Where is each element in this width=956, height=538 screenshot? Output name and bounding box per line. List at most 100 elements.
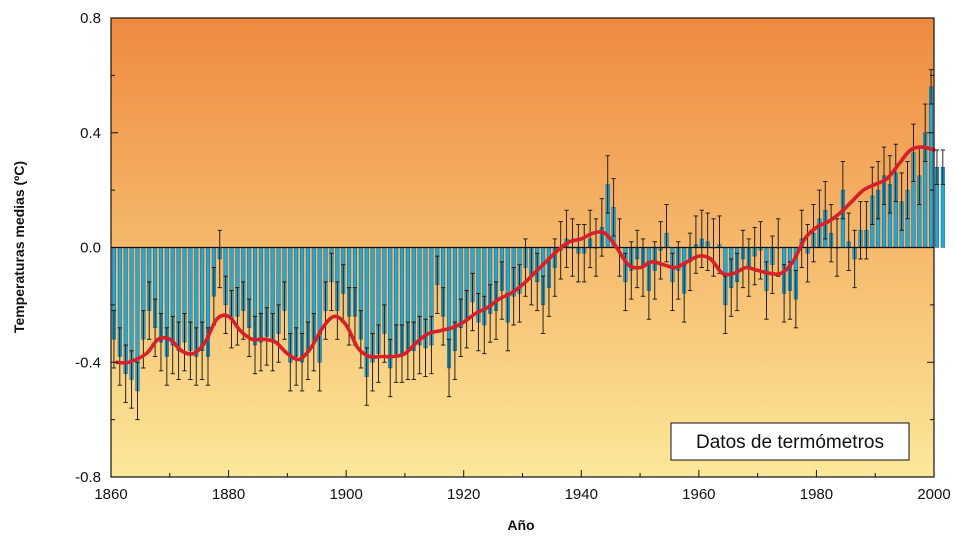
error-bar-1901 — [346, 287, 352, 346]
error-bar-1937 — [558, 221, 563, 280]
error-bar-1884 — [246, 298, 252, 357]
error-bar-1875 — [194, 327, 199, 386]
x-tick-label-1960: 1960 — [682, 486, 715, 503]
error-bar-2002 — [940, 149, 946, 185]
error-bar-1978 — [799, 209, 804, 269]
error-bar-1926 — [493, 281, 499, 340]
error-bar-1862 — [117, 327, 123, 386]
error-bar-1986 — [846, 212, 851, 271]
error-bar-1980 — [811, 204, 816, 263]
error-bar-1990 — [870, 166, 875, 226]
error-bar-1999 — [922, 103, 928, 162]
error-bar-1886 — [258, 313, 264, 372]
error-bar-1923 — [476, 292, 481, 352]
error-bar-1987 — [852, 229, 857, 289]
error-bar-1994 — [893, 143, 898, 203]
error-bar-1967 — [734, 252, 740, 312]
error-bar-1995 — [899, 172, 904, 231]
error-bar-1887 — [264, 307, 269, 366]
error-bar-1925 — [487, 284, 493, 343]
error-bar-1873 — [182, 313, 187, 372]
error-bar-1866 — [141, 310, 146, 369]
error-bar-1914 — [423, 318, 428, 378]
error-bar-1908 — [388, 338, 393, 398]
error-bar-1905 — [370, 333, 375, 392]
error-bar-1871 — [170, 315, 175, 375]
x-tick-label-2000: 2000 — [917, 486, 950, 503]
x-tick-label-1920: 1920 — [447, 486, 480, 503]
error-bar-1950 — [634, 229, 640, 289]
error-bar-1936 — [552, 238, 558, 297]
error-bar-1981 — [817, 189, 822, 248]
error-bar-1960 — [693, 215, 699, 274]
error-bar-1913 — [417, 315, 422, 375]
x-tick-label-1940: 1940 — [565, 486, 598, 503]
error-bar-1957 — [676, 241, 681, 300]
error-bar-1943 — [593, 218, 599, 277]
error-bar-1869 — [158, 313, 164, 372]
error-bar-1963 — [711, 218, 716, 277]
error-bar-1890 — [282, 281, 287, 340]
error-bar-1903 — [358, 310, 364, 369]
error-bar-1929 — [511, 267, 516, 326]
error-bar-1983 — [828, 204, 834, 263]
error-bar-1874 — [188, 321, 193, 380]
y-tick-label-4: 0.8 — [80, 10, 101, 27]
error-bar-1912 — [411, 321, 416, 380]
error-bar-1988 — [858, 201, 863, 260]
error-bar-1904 — [364, 347, 369, 406]
error-bar-1997 — [911, 123, 916, 182]
legend-box — [670, 422, 910, 461]
error-bar-1956 — [670, 252, 675, 312]
error-bar-1892 — [293, 327, 299, 386]
error-bar-1982 — [823, 181, 828, 240]
error-bar-1938 — [564, 209, 569, 269]
error-bar-1992 — [881, 146, 887, 205]
error-bar-1861 — [111, 310, 117, 369]
error-bar-1876 — [199, 321, 205, 380]
error-bar-1991 — [875, 160, 881, 220]
error-bar-1962 — [705, 212, 710, 271]
y-tick-label-0: -0.8 — [75, 469, 101, 486]
error-bar-1989 — [864, 201, 869, 260]
error-bar-1909 — [393, 324, 399, 383]
error-bar-1872 — [176, 321, 181, 380]
error-bar-1977 — [793, 270, 799, 329]
legend: Datos de termómetros — [670, 422, 910, 461]
error-bar-1880 — [223, 275, 228, 335]
error-bar-1867 — [147, 281, 152, 340]
y-tick-label-3: 0.4 — [80, 125, 101, 142]
error-bar-1949 — [629, 241, 634, 300]
error-bar-1865 — [135, 361, 140, 421]
error-bar-1955 — [664, 204, 669, 263]
y-tick-label-1: -0.4 — [75, 354, 101, 371]
x-axis-title: Año — [507, 517, 534, 533]
smoothed-temperature-line — [115, 145, 936, 365]
error-bar-1947 — [617, 218, 622, 277]
error-bar-1946 — [611, 178, 616, 237]
error-bar-1924 — [482, 295, 487, 355]
error-bars — [111, 69, 946, 421]
error-bar-1931 — [523, 238, 528, 297]
error-bar-1942 — [587, 209, 593, 269]
x-tick-label-1980: 1980 — [800, 486, 833, 503]
y-axis: -0.8 -0.4 0.0 0.4 0.8 — [75, 10, 934, 486]
y-axis-title: Temperaturas medias (ºC) — [11, 161, 27, 333]
error-bar-1893 — [299, 333, 305, 392]
error-bar-1907 — [382, 304, 387, 363]
error-bar-1934 — [540, 275, 546, 335]
error-bar-1868 — [152, 298, 158, 357]
error-bar-1927 — [499, 261, 505, 320]
x-tick-label-1900: 1900 — [329, 486, 362, 503]
error-bar-1968 — [740, 229, 746, 289]
error-bar-1939 — [570, 218, 575, 277]
legend-label: Datos de termómetros — [696, 432, 884, 453]
x-tick-label-1880: 1880 — [212, 486, 245, 503]
error-bar-1975 — [781, 264, 787, 323]
error-bar-1899 — [335, 281, 340, 340]
error-bar-1882 — [235, 287, 240, 346]
error-bar-1891 — [288, 333, 293, 392]
error-bar-1919 — [452, 321, 458, 380]
error-bar-1961 — [699, 209, 704, 269]
